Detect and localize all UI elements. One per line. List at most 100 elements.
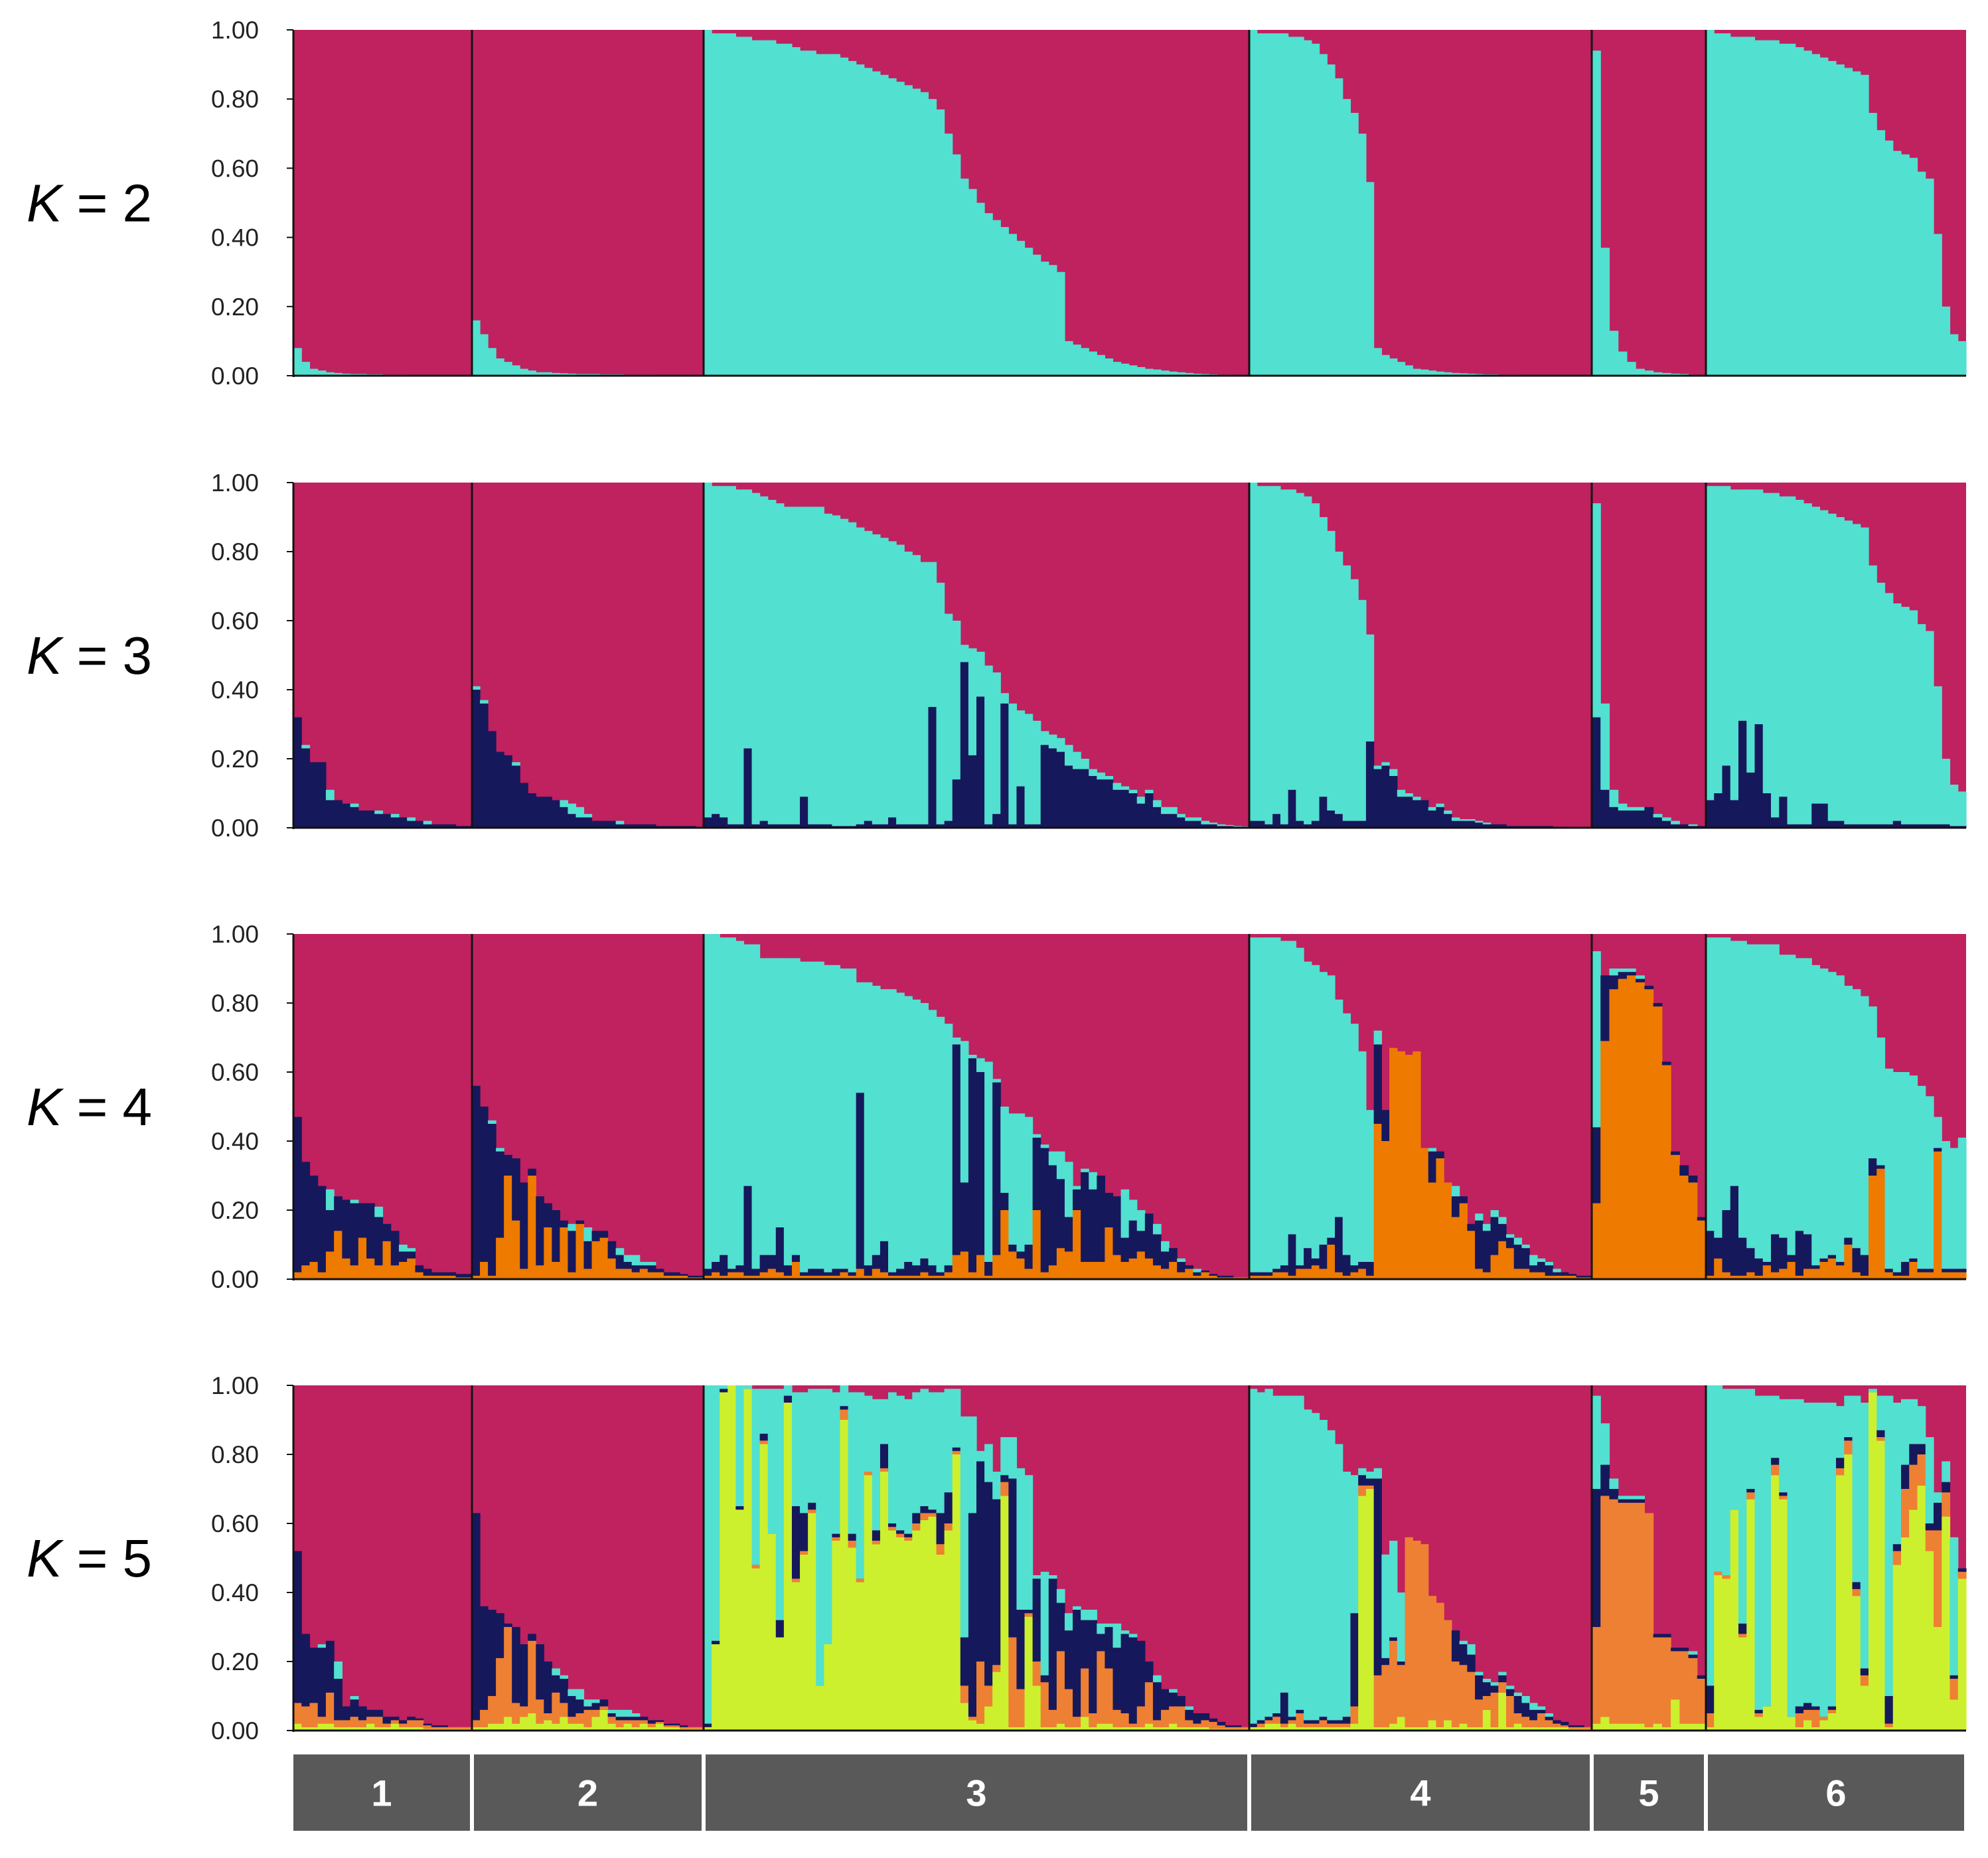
bar-segment (1128, 1727, 1138, 1731)
bar-segment (1420, 1544, 1429, 1727)
bar-segment (1636, 1723, 1645, 1731)
bar-segment (1016, 786, 1026, 828)
bar-segment (1942, 306, 1951, 376)
panels: 0.000.200.400.600.801.00K = 20.000.200.4… (27, 17, 1967, 1744)
bar-segment (1679, 1651, 1689, 1724)
bar-segment (1459, 1203, 1468, 1279)
bar-segment (1217, 1722, 1226, 1726)
bar-segment (544, 1662, 552, 1713)
bar-segment (1008, 1113, 1018, 1245)
bar-segment (631, 1727, 641, 1731)
bar-segment (512, 1627, 520, 1703)
bar-segment (1892, 1272, 1902, 1276)
bar-segment (1193, 1713, 1202, 1724)
bar-segment (864, 1472, 873, 1476)
bar-segment (1779, 1496, 1788, 1500)
bar-segment (390, 1717, 400, 1721)
bar-segment (560, 1675, 569, 1679)
bar-segment (1529, 1727, 1538, 1731)
bar-segment (904, 1399, 913, 1534)
bar-segment (824, 1644, 833, 1731)
bar-segment (1459, 1665, 1468, 1724)
bar-segment (1636, 807, 1645, 811)
bar-segment (832, 1537, 841, 1541)
bar-segment (1032, 1575, 1041, 1579)
bar-segment (1475, 822, 1484, 828)
bar-segment (1529, 1255, 1538, 1266)
bar-segment (1040, 1272, 1049, 1279)
bar-segment (536, 1699, 544, 1724)
bar-segment (960, 645, 969, 662)
population-box (1594, 1754, 1704, 1831)
bar-segment (1706, 486, 1715, 801)
bar-segment (309, 1727, 319, 1731)
bar-segment (1358, 1051, 1367, 1262)
bar-segment (783, 1403, 793, 1731)
bar-segment (1803, 50, 1812, 376)
bar-segment (1852, 1395, 1861, 1583)
bar-segment (1925, 1272, 1934, 1279)
bar-segment (1819, 1403, 1829, 1717)
bar-segment (536, 1723, 544, 1731)
bar-segment (832, 515, 841, 826)
bar-segment (655, 1269, 664, 1273)
bar-segment (1048, 1709, 1057, 1727)
bar-segment (1661, 1634, 1671, 1638)
bar-segment (1112, 362, 1122, 376)
bar-segment (382, 814, 392, 828)
bar-segment (1201, 1720, 1210, 1727)
bar-segment (382, 1723, 392, 1727)
bar-segment (1040, 262, 1049, 376)
bars (293, 1385, 1967, 1731)
bar-segment (920, 1506, 929, 1513)
bar-segment (1152, 1682, 1162, 1721)
bar-segment (759, 1433, 769, 1441)
bar-segment (856, 1269, 865, 1279)
bar-segment (1909, 1444, 1918, 1465)
bar-segment (1397, 1662, 1406, 1665)
bar-segment (1081, 1717, 1089, 1731)
bar-segment (1860, 1275, 1869, 1279)
bar-segment (1225, 1727, 1234, 1729)
bar-segment (1901, 1537, 1910, 1731)
bar-segment (1869, 824, 1877, 828)
bar-segment (968, 1513, 977, 1717)
bar-segment (864, 820, 873, 828)
bar-segment (1506, 1685, 1515, 1689)
bar-segment (1671, 1651, 1680, 1700)
bar-segment (1852, 1248, 1861, 1273)
bar-segment (1661, 1061, 1671, 1065)
bar-segment (1762, 1395, 1772, 1707)
bar-segment (544, 1720, 552, 1731)
bar-segment (1056, 1179, 1065, 1249)
bar-segment (1925, 1530, 1934, 1551)
bar-segment (575, 1699, 585, 1713)
bar-segment (840, 518, 849, 826)
bar-segment (1925, 824, 1934, 828)
bar-segment (1112, 789, 1122, 828)
bar-segment (1105, 1668, 1114, 1724)
bar-segment (342, 1727, 351, 1731)
bar-segment (904, 996, 913, 1262)
bar-segment (1901, 1489, 1910, 1537)
bar-segment (1381, 765, 1390, 828)
bar-segment (1112, 1709, 1122, 1727)
bar-segment (1876, 1440, 1886, 1731)
bar-segment (1000, 226, 1009, 376)
bar-segment (293, 717, 302, 828)
bar-segment (1653, 1006, 1663, 1279)
bar-segment (496, 358, 504, 376)
bar-segment (1836, 975, 1845, 1262)
bar-segment (1152, 1223, 1162, 1235)
bar-segment (1152, 1727, 1162, 1731)
bar-segment (1089, 1610, 1097, 1620)
bar-segment (639, 1265, 649, 1269)
bar-segment (1249, 483, 1258, 821)
bar-segment (1064, 341, 1073, 376)
bar-segment (1128, 789, 1138, 793)
bar-segment (1876, 1437, 1886, 1441)
bar-segment (767, 824, 777, 828)
bar-segment (720, 817, 728, 828)
bar-segment (872, 1541, 881, 1545)
bar-segment (1884, 1696, 1894, 1724)
